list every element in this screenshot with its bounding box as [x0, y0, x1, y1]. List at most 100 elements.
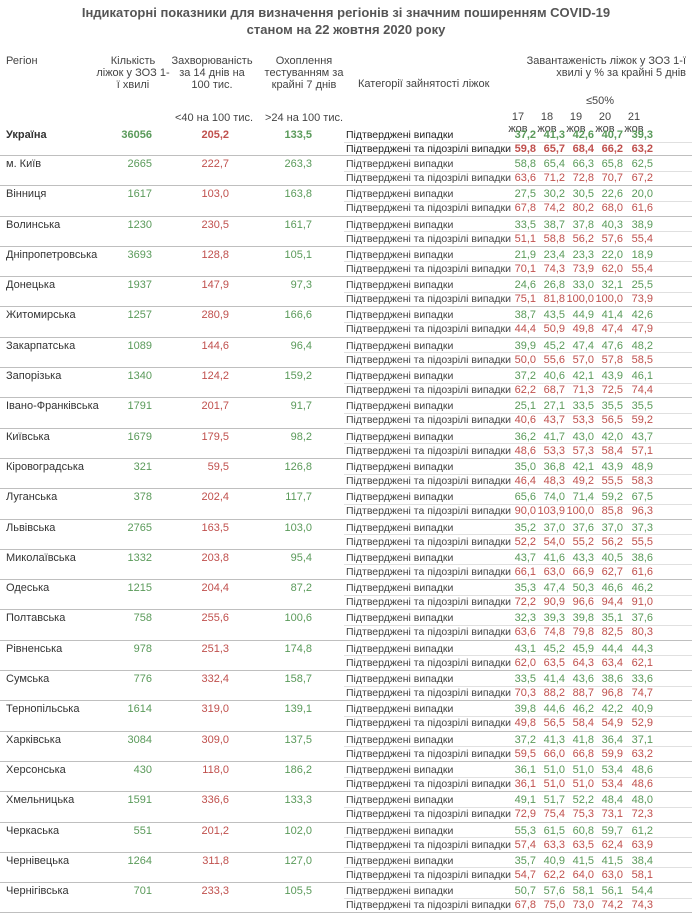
title-line-1: Індикаторні показники для визначення рег…: [81, 5, 611, 20]
testing-value: 159,2: [284, 370, 312, 383]
table-row: Полтавська 758 255,6 100,6 Підтверджені випа…: [0, 610, 692, 641]
incidence-value: 311,8: [202, 854, 229, 867]
load-suspected-value: 67,8: [514, 899, 536, 912]
category-confirmed: Підтверджені випадки: [346, 551, 454, 564]
load-suspected-value: 55,6: [543, 353, 565, 366]
table-row: м. Київ 2665 222,7 263,3 Підтверджені випадк…: [0, 156, 692, 187]
load-confirmed-value: 58,1: [572, 885, 594, 898]
incidence-value: 203,8: [201, 551, 229, 564]
load-suspected-value: 46,4: [514, 474, 536, 487]
beds-count: 1340: [127, 370, 152, 383]
load-confirmed-value: 37,2: [514, 370, 536, 383]
load-confirmed-value: 35,2: [514, 521, 536, 534]
load-suspected-value: 51,0: [572, 777, 594, 790]
incidence-value: 222,7: [201, 158, 229, 170]
region-name: Луганська: [6, 491, 58, 504]
load-suspected-value: 52,9: [631, 717, 653, 730]
category-divider: [344, 564, 692, 566]
load-suspected-value: 62,0: [514, 656, 536, 669]
load-confirmed-value: 60,8: [572, 824, 594, 837]
load-suspected-value: 96,8: [601, 687, 623, 700]
load-confirmed-value: 22,0: [601, 248, 623, 261]
testing-value: 161,7: [284, 218, 312, 231]
load-confirmed-value: 39,3: [543, 612, 565, 625]
testing-value: 96,4: [290, 339, 312, 352]
region-name: Чернівецька: [6, 854, 70, 867]
load-suspected-value: 73,0: [572, 899, 594, 912]
beds-count: 3693: [127, 248, 152, 261]
load-confirmed-value: 65,4: [543, 158, 565, 170]
testing-value: 127,0: [284, 854, 312, 867]
load-confirmed-value: 21,9: [514, 248, 536, 261]
load-confirmed-value: 39,3: [631, 129, 653, 141]
load-confirmed-value: 58,8: [514, 158, 536, 170]
category-confirmed: Підтверджені випадки: [346, 794, 454, 807]
testing-value: 91,7: [290, 400, 312, 413]
load-confirmed-value: 42,6: [572, 129, 594, 141]
load-suspected-value: 57,1: [631, 444, 653, 457]
table-row: Чернігівська 701 233,3 105,5 Підтверджені ви…: [0, 883, 692, 913]
title-line-2: станом на 22 жовтня 2020 року: [246, 22, 446, 37]
load-suspected-value: 96,3: [631, 505, 653, 518]
load-suspected-value: 53,3: [572, 414, 594, 427]
load-confirmed-value: 37,2: [514, 129, 536, 141]
beds-count: 1089: [127, 339, 152, 352]
load-suspected-value: 48,6: [514, 444, 536, 457]
load-suspected-value: 54,7: [514, 868, 536, 881]
load-confirmed-value: 38,9: [631, 218, 653, 231]
table-row: Донецька 1937 147,9 97,3 Підтверджені випадк…: [0, 277, 692, 308]
load-confirmed-value: 33,5: [572, 400, 594, 413]
category-suspected: Підтверджені та підозрілі випадки: [346, 293, 511, 306]
beds-count: 701: [133, 885, 152, 898]
load-confirmed-value: 35,1: [601, 612, 623, 625]
header-testing: Охоплення тестуванням за крайні 7 днів: [264, 55, 344, 91]
category-divider: [344, 231, 692, 233]
category-divider: [344, 322, 692, 324]
load-suspected-value: 55,5: [631, 535, 653, 548]
category-suspected: Підтверджені та підозрілі випадки: [346, 353, 511, 366]
load-suspected-value: 57,8: [601, 353, 623, 366]
load-suspected-value: 85,8: [601, 505, 623, 518]
load-confirmed-value: 53,4: [601, 763, 623, 776]
testing-value: 174,8: [284, 642, 312, 655]
table-row: Вінниця 1617 103,0 163,8 Підтверджені випадк…: [0, 186, 692, 217]
category-suspected: Підтверджені та підозрілі випадки: [346, 505, 511, 518]
load-suspected-value: 52,2: [514, 535, 536, 548]
load-suspected-value: 100,0: [595, 293, 623, 306]
beds-count: 2765: [127, 521, 152, 534]
load-confirmed-value: 47,6: [601, 339, 623, 352]
category-confirmed: Підтверджені випадки: [346, 158, 454, 170]
load-confirmed-value: 37,1: [631, 733, 653, 746]
testing-value: 95,4: [290, 551, 312, 564]
incidence-value: 255,6: [201, 612, 229, 625]
table-row: Одеська 1215 204,4 87,2 Підтверджені випадки…: [0, 580, 692, 611]
load-suspected-value: 65,7: [543, 143, 565, 155]
load-confirmed-value: 20,0: [631, 188, 653, 201]
table-row: Дніпропетровська 3693 128,8 105,1 Підтвердже…: [0, 247, 692, 278]
incidence-value: 332,4: [201, 673, 229, 686]
category-suspected: Підтверджені та підозрілі випадки: [346, 444, 511, 457]
testing-value: 102,0: [284, 824, 312, 837]
beds-count: 1257: [127, 309, 152, 322]
category-divider: [344, 170, 692, 172]
testing-value: 105,1: [284, 248, 312, 261]
beds-count: 1215: [127, 582, 152, 595]
load-confirmed-value: 33,5: [514, 673, 536, 686]
load-suspected-value: 63,6: [514, 626, 536, 639]
load-suspected-value: 74,7: [631, 687, 653, 700]
load-confirmed-value: 71,4: [572, 491, 594, 504]
load-confirmed-value: 40,5: [601, 551, 623, 564]
beds-count: 1614: [127, 703, 152, 716]
load-confirmed-value: 22,6: [601, 188, 623, 201]
category-confirmed: Підтверджені випадки: [346, 430, 454, 443]
table-row: Кіровоградська 321 59,5 126,8 Підтверджені в…: [0, 459, 692, 490]
region-name: Чернігівська: [6, 885, 69, 898]
load-confirmed-value: 41,4: [601, 309, 623, 322]
category-divider: [344, 503, 692, 505]
load-confirmed-value: 26,8: [543, 279, 565, 292]
category-suspected: Підтверджені та підозрілі випадки: [346, 626, 511, 639]
load-suspected-value: 56,5: [601, 414, 623, 427]
load-suspected-value: 71,3: [572, 384, 594, 397]
load-confirmed-value: 67,5: [631, 491, 653, 504]
header-date: 21 жов: [624, 111, 644, 135]
